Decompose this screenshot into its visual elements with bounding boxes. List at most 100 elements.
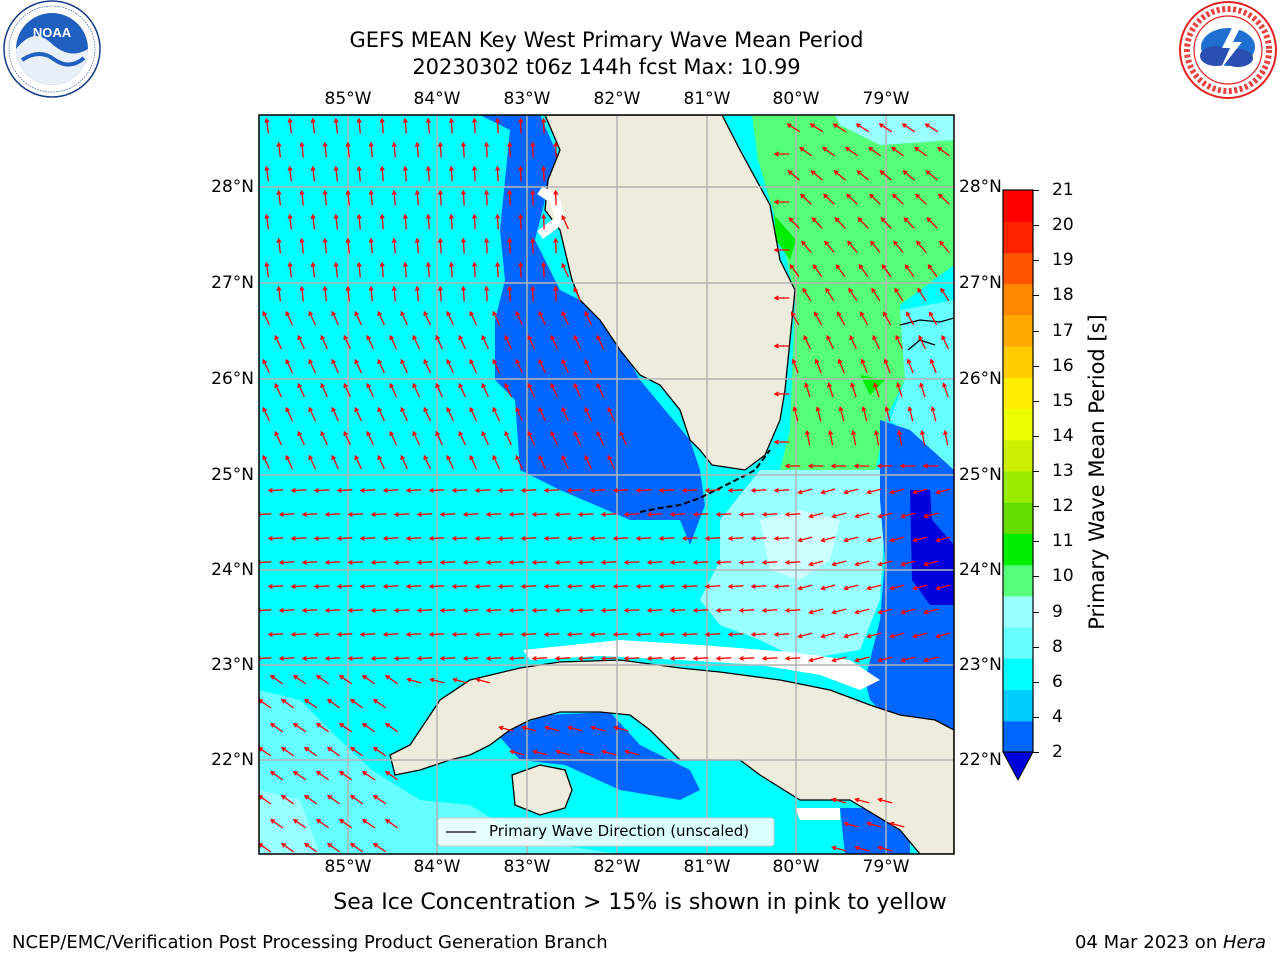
wave-arrow <box>912 488 928 495</box>
wave-arrow <box>554 559 571 565</box>
wave-arrow <box>561 454 569 470</box>
wave-arrow <box>475 677 491 684</box>
wave-arrow <box>919 382 926 398</box>
wave-arrow <box>368 237 374 254</box>
wave-arrow <box>366 430 374 446</box>
wave-arrow <box>851 429 857 446</box>
graticule <box>259 115 954 854</box>
wave-arrow <box>923 512 939 519</box>
wave-arrow <box>815 406 822 422</box>
wave-arrow <box>847 240 858 253</box>
wave-arrow <box>914 146 928 157</box>
wave-arrow <box>458 382 466 398</box>
wave-arrow <box>287 117 293 134</box>
wave-arrow <box>567 725 583 732</box>
lon-label-top: 82°W <box>593 89 641 109</box>
wave-arrow <box>414 285 420 302</box>
wave-arrow <box>267 583 284 589</box>
colorbar-tick <box>1033 646 1039 648</box>
isle-of-youth <box>511 764 573 816</box>
wave-arrow <box>897 429 903 446</box>
wave-arrow <box>809 123 824 133</box>
wave-arrow <box>850 382 857 398</box>
wave-arrow <box>267 487 284 493</box>
wave-arrow <box>773 391 790 397</box>
wave-arrow <box>912 536 928 543</box>
wave-arrow <box>923 608 939 615</box>
wave-arrow <box>349 698 364 709</box>
wave-arrow <box>623 655 640 661</box>
wave-arrow <box>292 770 307 781</box>
wave-arrow <box>452 677 468 684</box>
footer-date-text: 04 Mar 2023 on <box>1074 932 1223 953</box>
wave-arrow <box>414 237 420 254</box>
wave-arrow <box>515 406 523 422</box>
wave-arrow <box>262 358 270 374</box>
wave-arrow <box>495 165 501 182</box>
wave-arrow <box>382 631 399 637</box>
wave-arrow <box>681 487 698 493</box>
wave-arrow <box>938 193 950 205</box>
wave-arrow <box>635 535 652 541</box>
wave-arrow <box>854 512 870 519</box>
land-mask-cuba-south <box>795 808 840 820</box>
wave-arrow <box>458 334 466 350</box>
wave-arrow <box>384 722 399 733</box>
wave-arrow <box>481 382 489 398</box>
wave-arrow <box>338 674 353 685</box>
wave-arrow <box>797 584 813 591</box>
wave-arrow <box>750 487 767 493</box>
wave-arrow <box>773 199 790 205</box>
wave-arrow <box>484 285 490 302</box>
wave-arrow <box>573 382 581 398</box>
wave-arrow <box>577 559 594 565</box>
wave-arrow <box>903 217 915 229</box>
wave-arrow <box>347 511 364 517</box>
wave-arrow <box>301 511 318 517</box>
wave-arrow <box>278 511 295 517</box>
wave-arrow <box>338 722 353 733</box>
wave-arrow <box>449 213 454 230</box>
wave-arrow <box>331 406 339 422</box>
wave-arrow <box>370 559 387 565</box>
wave-arrow <box>828 429 834 446</box>
wave-arrow <box>384 818 399 829</box>
wave-arrow <box>508 655 525 661</box>
wave-arrow <box>290 535 307 541</box>
wave-arrow <box>646 607 663 613</box>
wave-arrow <box>854 656 870 663</box>
wave-arrow <box>507 285 513 302</box>
wave-arrow <box>451 487 468 493</box>
wave-arrow <box>600 607 617 613</box>
wave-arrow <box>907 406 914 422</box>
wave-arrow <box>814 358 822 374</box>
wave-arrow <box>612 631 629 637</box>
wave-arrow <box>262 406 270 422</box>
lat-label-left: 24°N <box>211 560 254 580</box>
wave-arrow <box>359 583 376 589</box>
wave-arrow <box>338 770 353 781</box>
wave-arrow <box>393 607 410 613</box>
wave-arrow <box>372 842 387 853</box>
wave-arrow <box>561 406 569 422</box>
wave-arrow <box>361 722 376 733</box>
wave-arrow <box>303 746 318 757</box>
wave-arrow <box>402 261 408 278</box>
wave-arrow <box>269 818 284 829</box>
wave-arrow <box>315 722 330 733</box>
lat-label-right: 23°N <box>959 655 1002 675</box>
wave-arrow <box>439 607 456 613</box>
wave-arrow <box>872 334 880 350</box>
wave-arrow <box>474 583 491 589</box>
wave-arrow <box>425 261 431 278</box>
wave-arrow <box>324 607 341 613</box>
wave-arrow <box>786 123 801 133</box>
bahamas-coast-north <box>899 317 954 326</box>
wave-arrow <box>310 261 316 278</box>
colorbar-segment <box>1003 190 1033 222</box>
wave-arrow <box>803 334 811 350</box>
wave-arrow <box>290 631 307 637</box>
wave-arrow <box>750 631 767 637</box>
sea-ice-note: Sea Ice Concentration > 15% is shown in … <box>333 890 947 915</box>
wave-arrow <box>584 310 592 326</box>
